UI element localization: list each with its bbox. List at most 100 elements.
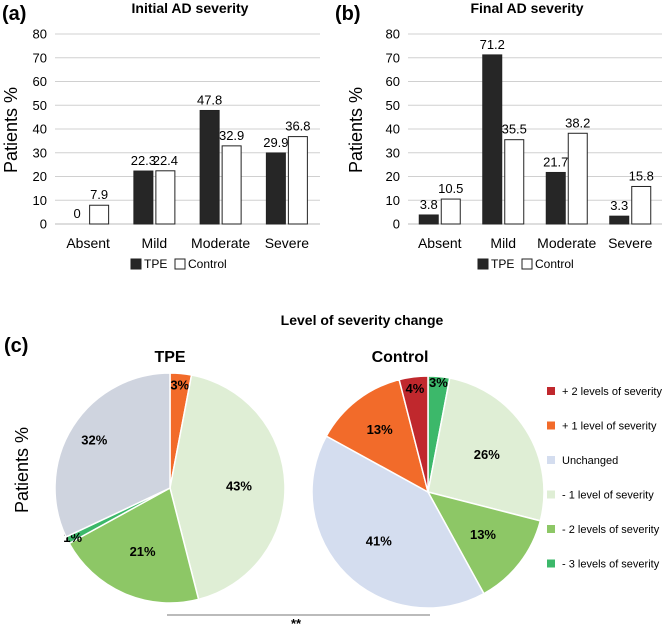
- y-tick-label: 60: [386, 74, 400, 89]
- data-label: 35.5: [502, 122, 527, 137]
- chart-b-plot: 0 10 20 30 40 50 60 70 80 3.810.5 Absent 71.2 35.5 Mi…: [386, 27, 662, 251]
- y-tick-label: 0: [40, 217, 47, 232]
- x-tick-label: Severe: [265, 235, 310, 251]
- x-tick-label: Absent: [66, 235, 110, 251]
- chart-c-title: Level of severity change: [281, 312, 444, 328]
- chart-a-plot: 0 10 20 30 40 50 60 70 80 0 7.9 Absent 22.322.4 Mild 4…: [33, 27, 320, 251]
- bar-tpe-severe: [265, 152, 286, 225]
- pie-control-title: Control: [372, 349, 429, 366]
- significance-marker: **: [291, 616, 302, 628]
- legend-swatch: [547, 421, 555, 430]
- legend-label-control: Control: [535, 257, 574, 271]
- y-tick-label: 60: [33, 74, 47, 89]
- bar-control-mild: [504, 139, 525, 225]
- data-label: 22.3: [131, 153, 156, 168]
- x-tick-label: Moderate: [191, 235, 250, 251]
- bar-control-absent: [89, 204, 110, 225]
- bar-tpe-mild: [133, 170, 154, 225]
- data-label: 15.8: [629, 168, 654, 183]
- legend-swatch: [547, 559, 555, 568]
- pie-slice-label: 43%: [226, 478, 252, 493]
- bar-control-moderate: [221, 145, 242, 225]
- y-tick-label: 70: [33, 50, 47, 65]
- pie-slice-label: 21%: [130, 544, 156, 559]
- pie-slice: [426, 490, 542, 595]
- y-tick-label: 80: [33, 27, 47, 42]
- legend-swatch: [547, 490, 555, 499]
- bar-control-absent: [440, 198, 461, 225]
- legend-label: - 1 level of severity: [562, 490, 654, 502]
- pie-slice-label: 13%: [470, 527, 496, 542]
- legend-swatch: [547, 387, 555, 395]
- y-tick-label: 20: [386, 169, 400, 184]
- bar-control-moderate: [567, 132, 588, 225]
- data-label: 32.9: [219, 128, 244, 143]
- legend-label: + 1 level of severity: [562, 421, 657, 433]
- legend-swatch-control: [174, 258, 186, 270]
- y-tick-label: 30: [386, 145, 400, 160]
- bar-control-severe: [631, 185, 652, 225]
- y-tick-label: 0: [393, 217, 400, 232]
- data-label: 3.8: [420, 197, 438, 212]
- pie-charts: 3%43%21%1%32%3%26%13%41%13%4%: [54, 372, 545, 609]
- x-tick-label: Moderate: [537, 235, 596, 251]
- chart-a-ylabel: Patients %: [1, 87, 21, 173]
- data-label: 0: [74, 206, 81, 221]
- y-tick-label: 10: [33, 193, 47, 208]
- legend-swatch-control: [521, 258, 533, 270]
- data-label: 22.4: [153, 153, 178, 168]
- y-tick-label: 30: [33, 145, 47, 160]
- y-tick-label: 10: [386, 193, 400, 208]
- pie-slice-label: 41%: [366, 534, 392, 549]
- data-label: 29.9: [263, 135, 288, 150]
- data-label: 21.7: [543, 154, 568, 169]
- legend-swatch: [547, 525, 555, 533]
- chart-a-title: Initial AD severity: [132, 0, 249, 16]
- y-tick-label: 20: [33, 169, 47, 184]
- legend-label: - 3 levels of severity: [562, 559, 660, 571]
- data-label: 3.3: [610, 198, 628, 213]
- y-tick-label: 40: [386, 122, 400, 137]
- bar-control-mild: [155, 170, 176, 225]
- legend-label-tpe: TPE: [144, 257, 167, 271]
- legend-label: + 2 levels of severity: [562, 386, 662, 398]
- pie-slice-label: 13%: [367, 422, 393, 437]
- pie-slice-label: 4%: [406, 381, 425, 396]
- pie-slice: [54, 372, 171, 538]
- pie-slice-label: 26%: [474, 447, 500, 462]
- chart-c-ylabel: Patients %: [12, 427, 32, 513]
- data-label: 7.9: [90, 187, 108, 202]
- bar-tpe-absent: [418, 214, 439, 225]
- pie-slice: [169, 374, 286, 601]
- legend-label: - 2 levels of severity: [562, 524, 660, 536]
- y-tick-label: 50: [386, 98, 400, 113]
- legend-swatch: [547, 456, 555, 464]
- legend-label-tpe: TPE: [491, 257, 514, 271]
- data-label: 38.2: [565, 115, 590, 130]
- pie-slice-label: 3%: [170, 377, 189, 392]
- legend-swatch-tpe: [130, 258, 142, 270]
- data-label: 71.2: [480, 37, 505, 52]
- pie-tpe-title: TPE: [154, 349, 185, 366]
- chart-c-legend: + 2 levels of severity + 1 level of sever…: [547, 386, 662, 571]
- y-tick-label: 70: [386, 50, 400, 65]
- legend-label-control: Control: [188, 257, 227, 271]
- data-label: 10.5: [438, 181, 463, 196]
- y-tick-label: 80: [386, 27, 400, 42]
- pie-slice: [398, 375, 429, 493]
- panel-label-a: (a): [2, 3, 26, 25]
- pie-slice: [68, 486, 200, 604]
- bar-tpe-moderate: [545, 171, 566, 225]
- y-tick-label: 50: [33, 98, 47, 113]
- x-tick-label: Severe: [608, 235, 653, 251]
- pie-slice-label: 32%: [81, 432, 107, 447]
- panel-label-c: (c): [4, 335, 28, 357]
- x-tick-label: Absent: [418, 235, 462, 251]
- pie-slice: [325, 378, 430, 494]
- bar-tpe-mild: [482, 54, 503, 225]
- panel-label-b: (b): [335, 3, 361, 25]
- chart-a-legend: TPE Control: [130, 257, 227, 271]
- legend-label: Unchanged: [562, 455, 618, 467]
- chart-b-title: Final AD severity: [470, 0, 583, 16]
